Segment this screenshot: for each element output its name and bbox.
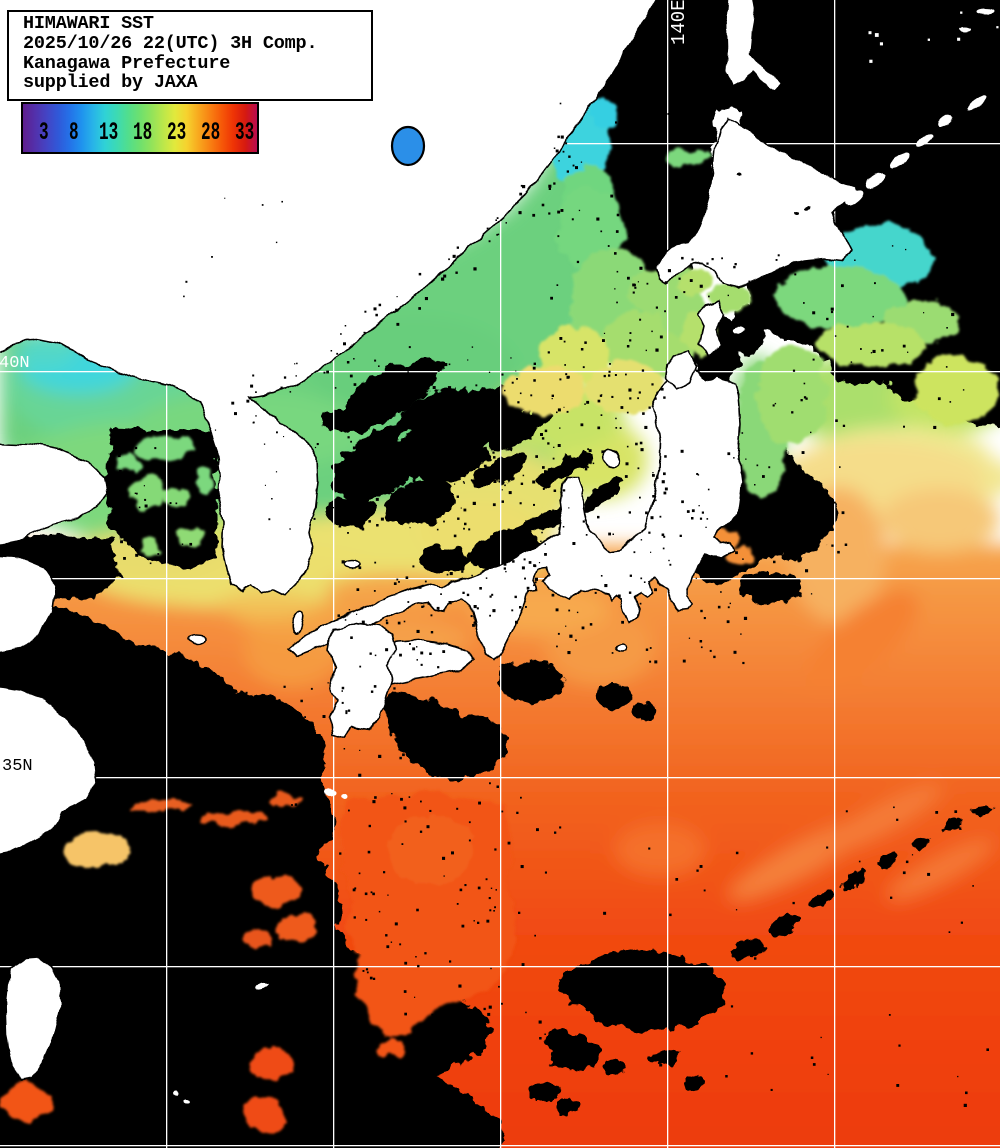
svg-text:40N: 40N [0,354,30,373]
svg-text:35N: 35N [2,757,33,776]
svg-text:140E: 140E [668,0,690,45]
